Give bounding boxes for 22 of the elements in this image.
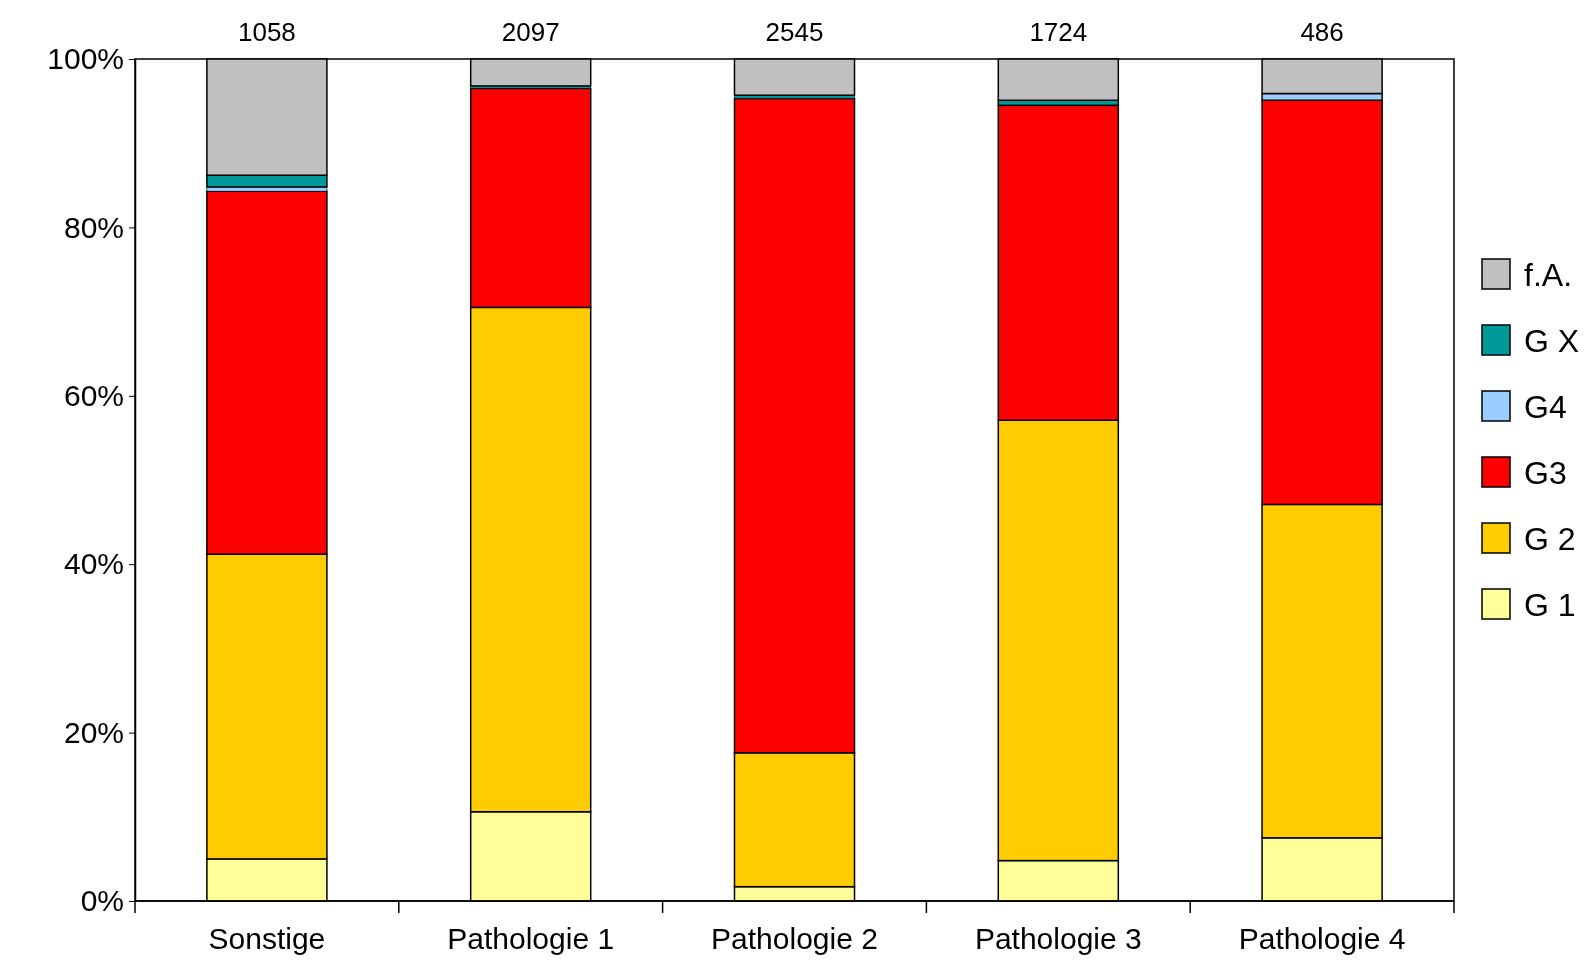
- legend-label: G 2: [1524, 521, 1576, 557]
- legend-label: G3: [1524, 455, 1567, 491]
- legend-label: f.A.: [1524, 257, 1573, 293]
- x-tick-label: Sonstige: [208, 922, 326, 955]
- annotation: 1058: [237, 17, 296, 47]
- annotation: 2545: [765, 17, 824, 47]
- x-tick-label: Pathologie 3: [974, 922, 1142, 955]
- annotation: 2097: [501, 17, 560, 47]
- annotation: 1724: [1029, 17, 1088, 47]
- y-tick-label: 20%: [63, 715, 124, 749]
- y-tick-label: 80%: [63, 210, 124, 244]
- legend-label: G4: [1524, 389, 1567, 425]
- annotation: 486: [1300, 17, 1344, 47]
- legend-label: G X: [1524, 323, 1580, 359]
- y-tick-label: 0%: [80, 884, 124, 918]
- x-tick-label: Pathologie 2: [711, 922, 878, 955]
- y-tick-label: 40%: [63, 547, 124, 581]
- x-tick-label: Pathologie 1: [447, 922, 615, 955]
- y-tick-label: 60%: [63, 378, 124, 412]
- legend-label: G 1: [1524, 587, 1576, 623]
- y-tick-label: 100%: [47, 42, 124, 76]
- x-tick-label: Pathologie 4: [1238, 922, 1406, 955]
